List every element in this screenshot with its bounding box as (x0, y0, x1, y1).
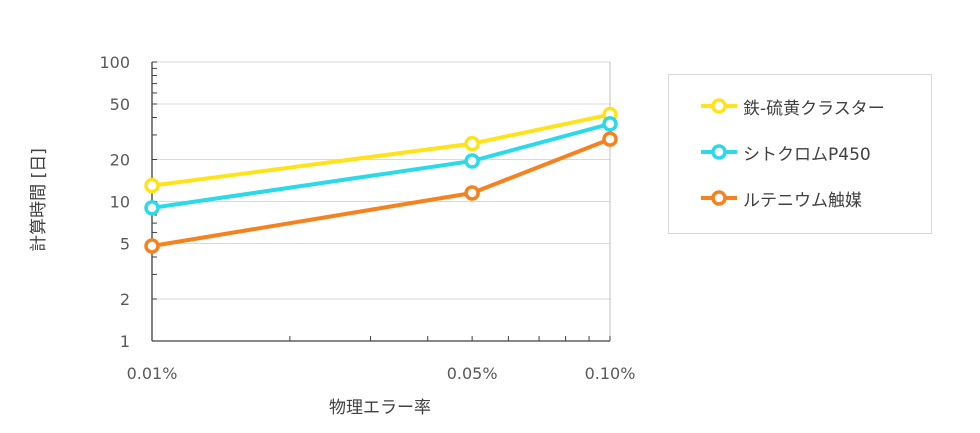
y-tick-label: 10 (110, 193, 130, 212)
data-point (464, 153, 480, 169)
legend-marker (701, 190, 737, 206)
x-tick-label: 0.05% (447, 364, 498, 383)
data-point (464, 135, 480, 152)
tick-labels: 1 2 5 10 20 50 100 0.01% 0.05% 0.10% (99, 53, 635, 383)
x-tick-label: 0.01% (127, 364, 178, 383)
x-tick-label: 0.10% (585, 364, 636, 383)
y-tick-label: 100 (99, 53, 130, 72)
legend-marker (701, 98, 737, 114)
y-tick-label: 5 (120, 234, 130, 253)
legend-item: 鉄-硫黄クラスター (699, 94, 885, 119)
series-lines (144, 106, 618, 254)
legend-label: シトクロムP450 (743, 144, 871, 165)
data-point (464, 185, 480, 201)
y-axis-title: 計算時間 [日] (29, 148, 49, 252)
data-point (602, 116, 618, 132)
gridlines (152, 61, 610, 300)
legend-item: シトクロムP450 (699, 140, 871, 165)
y-tick-label: 20 (110, 151, 130, 170)
y-tick-label: 2 (120, 290, 130, 309)
legend-item: ルテニウム触媒 (699, 186, 862, 211)
y-tick-label: 1 (120, 332, 130, 351)
legend-label: ルテニウム触媒 (743, 190, 862, 211)
legend-marker (701, 144, 737, 160)
data-point (144, 200, 160, 216)
data-point (602, 131, 618, 147)
legend: 鉄-硫黄クラスター シトクロムP450 ルテニウム触媒 (668, 74, 932, 234)
legend-label: 鉄-硫黄クラスター (743, 98, 885, 119)
y-tick-label: 50 (110, 95, 130, 114)
x-axis-title: 物理エラー率 (329, 398, 431, 418)
data-point (144, 177, 160, 194)
data-point (144, 238, 160, 254)
